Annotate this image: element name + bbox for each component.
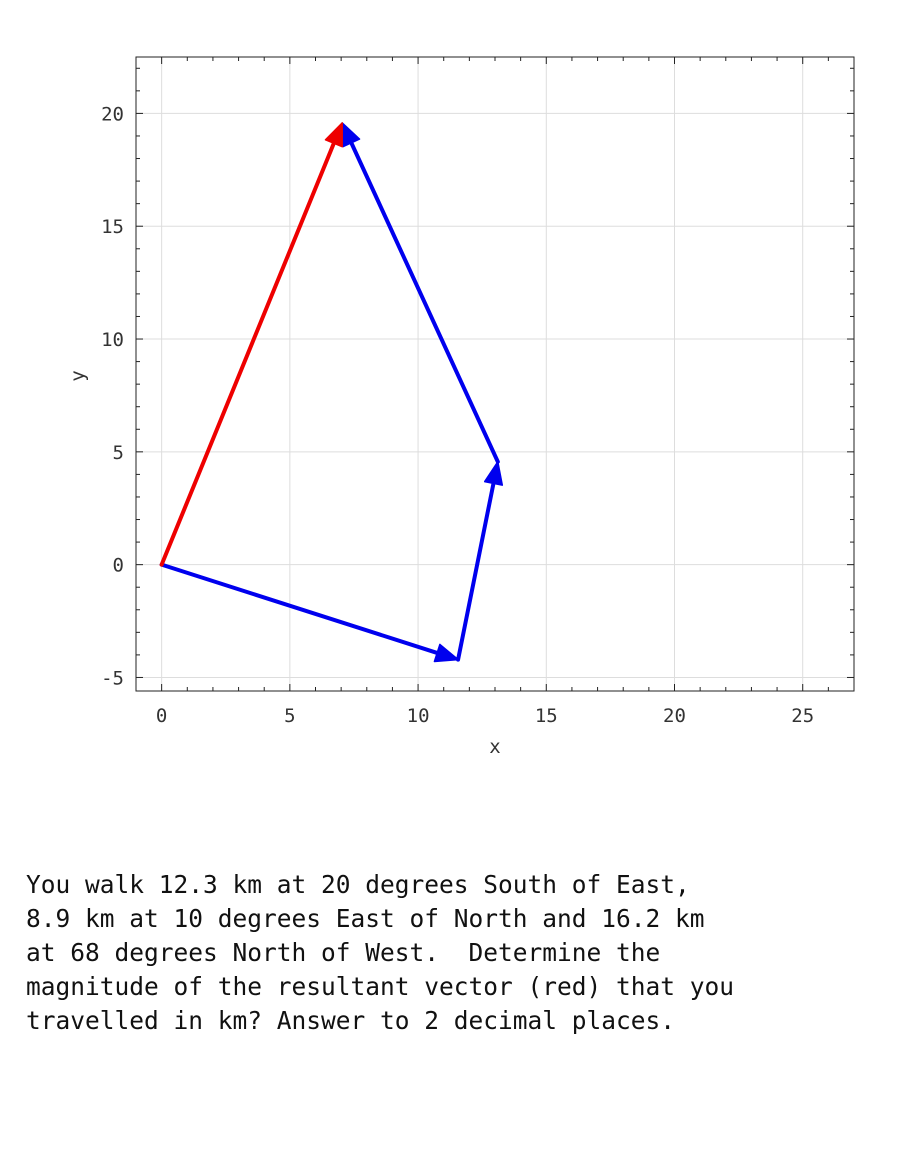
y-tick-label: -5 bbox=[101, 667, 124, 689]
question-line: travelled in km? Answer to 2 decimal pla… bbox=[26, 1006, 676, 1035]
y-tick-label: 10 bbox=[101, 329, 124, 351]
vector-arrowhead bbox=[433, 643, 459, 663]
x-axis-label: x bbox=[489, 736, 500, 758]
y-tick-label: 20 bbox=[101, 103, 124, 125]
vector-chart: 0 5 10 15 20 25 -5 0 5 10 15 20 x y bbox=[67, 56, 855, 758]
vectors bbox=[159, 122, 504, 663]
x-tick-label: 25 bbox=[791, 705, 814, 727]
question-line: magnitude of the resultant vector (red) … bbox=[26, 972, 735, 1001]
x-tick-label: 15 bbox=[535, 705, 558, 727]
vector-shaft bbox=[159, 141, 336, 567]
plot-frame bbox=[135, 56, 855, 692]
y-tick-label: 0 bbox=[113, 555, 124, 577]
x-tick-label: 5 bbox=[284, 705, 295, 727]
question-text: You walk 12.3 km at 20 degrees South of … bbox=[26, 868, 886, 1038]
vector-shaft bbox=[349, 140, 500, 464]
vector-arrowhead bbox=[483, 461, 504, 486]
tick-labels: 0 5 10 15 20 25 -5 0 5 10 15 20 bbox=[101, 103, 814, 727]
x-tick-label: 20 bbox=[663, 705, 686, 727]
y-axis-label: y bbox=[67, 370, 89, 381]
vector-shaft bbox=[159, 562, 440, 655]
question-line: You walk 12.3 km at 20 degrees South of … bbox=[26, 870, 690, 899]
y-tick-label: 15 bbox=[101, 216, 124, 238]
question-line: 8.9 km at 10 degrees East of North and 1… bbox=[26, 904, 705, 933]
grid-lines bbox=[136, 57, 854, 691]
minor-ticks bbox=[135, 57, 855, 691]
vector-arrowhead bbox=[324, 122, 343, 148]
question-line: at 68 degrees North of West. Determine t… bbox=[26, 938, 661, 967]
vector-arrowhead bbox=[341, 122, 361, 148]
y-tick-label: 5 bbox=[113, 442, 124, 464]
x-tick-label: 10 bbox=[407, 705, 430, 727]
x-tick-label: 0 bbox=[156, 705, 167, 727]
vector-shaft bbox=[456, 481, 496, 662]
